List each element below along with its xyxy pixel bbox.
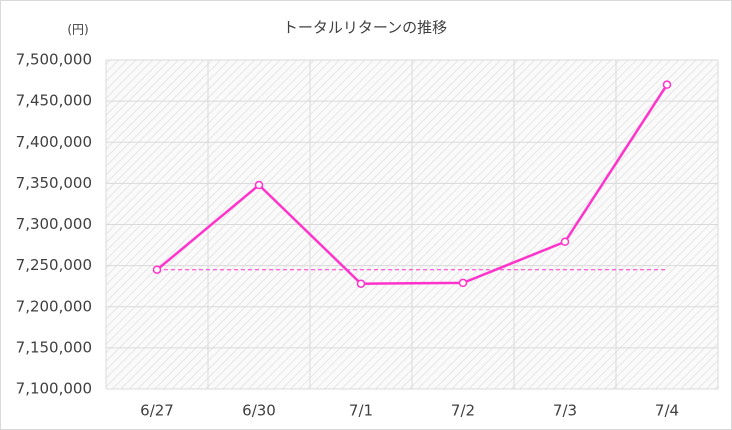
- y-tick-label: 7,500,000: [16, 51, 92, 69]
- x-tick-label: 7/4: [655, 402, 679, 420]
- y-tick-label: 7,100,000: [16, 380, 92, 398]
- data-point: [560, 237, 570, 247]
- x-tick-label: 7/1: [349, 402, 373, 420]
- x-tick-label: 7/2: [451, 402, 475, 420]
- y-tick-label: 7,350,000: [16, 174, 92, 192]
- y-tick-label: 7,450,000: [16, 92, 92, 110]
- y-tick-label: 7,250,000: [16, 256, 92, 274]
- x-tick-label: 6/27: [140, 402, 174, 420]
- x-tick-label: 6/30: [242, 402, 276, 420]
- x-tick-label: 7/3: [553, 402, 577, 420]
- y-tick-label: 7,300,000: [16, 215, 92, 233]
- data-point: [662, 80, 672, 89]
- y-unit-label: (円): [67, 23, 88, 37]
- chart-title: トータルリターンの推移: [283, 19, 447, 37]
- data-point: [254, 180, 264, 190]
- data-point: [458, 278, 468, 288]
- y-tick-label: 7,400,000: [16, 133, 92, 151]
- y-tick-label: 7,200,000: [16, 297, 92, 315]
- series-line: [156, 83, 669, 285]
- data-point: [152, 265, 162, 274]
- data-point: [356, 279, 366, 288]
- y-tick-label: 7,150,000: [16, 338, 92, 356]
